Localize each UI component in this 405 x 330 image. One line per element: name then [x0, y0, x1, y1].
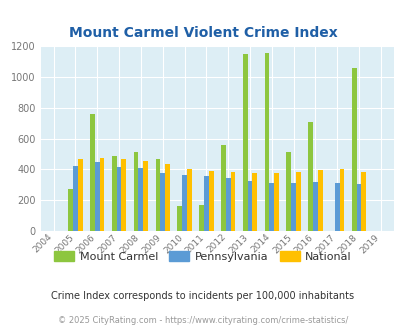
Bar: [160, 173, 165, 231]
Bar: [165, 164, 169, 231]
Bar: [252, 173, 256, 231]
Bar: [68, 189, 73, 231]
Legend: Mount Carmel, Pennsylvania, National: Mount Carmel, Pennsylvania, National: [50, 247, 355, 267]
Bar: [225, 178, 230, 231]
Bar: [264, 53, 269, 231]
Bar: [356, 184, 360, 231]
Bar: [269, 183, 273, 231]
Bar: [273, 173, 278, 231]
Bar: [100, 158, 104, 231]
Bar: [182, 175, 186, 231]
Bar: [208, 171, 213, 231]
Bar: [186, 169, 191, 231]
Bar: [203, 176, 208, 231]
Bar: [78, 159, 83, 231]
Bar: [290, 183, 295, 231]
Bar: [334, 183, 339, 231]
Text: Mount Carmel Violent Crime Index: Mount Carmel Violent Crime Index: [68, 26, 337, 40]
Bar: [351, 68, 356, 231]
Bar: [73, 166, 78, 231]
Bar: [112, 155, 116, 231]
Text: © 2025 CityRating.com - https://www.cityrating.com/crime-statistics/: © 2025 CityRating.com - https://www.city…: [58, 316, 347, 325]
Bar: [295, 172, 300, 231]
Text: Crime Index corresponds to incidents per 100,000 inhabitants: Crime Index corresponds to incidents per…: [51, 291, 354, 301]
Bar: [286, 152, 290, 231]
Bar: [247, 181, 252, 231]
Bar: [177, 206, 182, 231]
Bar: [317, 170, 322, 231]
Bar: [360, 173, 365, 231]
Bar: [143, 161, 148, 231]
Bar: [121, 159, 126, 231]
Bar: [198, 205, 203, 231]
Bar: [339, 169, 343, 231]
Bar: [312, 182, 317, 231]
Bar: [116, 167, 121, 231]
Bar: [133, 152, 138, 231]
Bar: [138, 168, 143, 231]
Bar: [230, 172, 235, 231]
Bar: [242, 54, 247, 231]
Bar: [307, 122, 312, 231]
Bar: [220, 145, 225, 231]
Bar: [90, 114, 95, 231]
Bar: [95, 162, 100, 231]
Bar: [155, 159, 160, 231]
